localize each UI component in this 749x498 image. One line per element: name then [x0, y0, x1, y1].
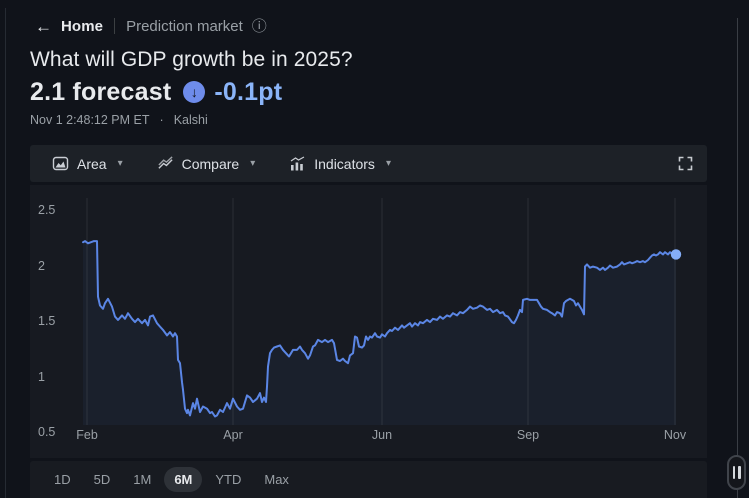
section-label: Prediction market	[126, 17, 243, 35]
panel-resize-handle[interactable]	[727, 455, 746, 490]
breadcrumb: ← Home Prediction market ⓘ	[35, 16, 267, 36]
chart-type-dropdown[interactable]: Area ▾	[52, 155, 123, 172]
range-button-max[interactable]: Max	[254, 467, 299, 492]
y-axis-tick-label: 0.5	[38, 425, 56, 439]
y-axis-tick-label: 1	[38, 369, 45, 384]
panel-divider	[737, 18, 738, 498]
forecast-value: 2.1 forecast	[30, 77, 172, 106]
window-left-border	[5, 8, 6, 498]
forecast-row: 2.1 forecast ↓ -0.1pt	[30, 77, 282, 107]
compare-dropdown[interactable]: Compare ▾	[157, 155, 256, 172]
range-button-1d[interactable]: 1D	[44, 467, 81, 492]
chevron-down-icon: ▾	[117, 157, 123, 169]
y-axis-tick-label: 2.5	[38, 203, 56, 217]
range-button-6m[interactable]: 6M	[164, 467, 203, 492]
x-axis-tick-label: Jun	[371, 428, 393, 442]
fullscreen-button[interactable]	[675, 154, 695, 174]
info-icon[interactable]: ⓘ	[251, 17, 267, 35]
range-button-1m[interactable]: 1M	[123, 467, 161, 492]
chevron-down-icon: ▾	[385, 157, 391, 169]
range-button-ytd[interactable]: YTD	[205, 467, 251, 492]
indicators-label: Indicators	[314, 155, 375, 172]
x-axis-tick-label: Feb	[76, 428, 98, 442]
latest-value-dot	[670, 249, 682, 260]
x-axis-tick-label: Sep	[516, 428, 540, 442]
compare-icon	[157, 155, 174, 172]
time-range-bar: 1D 5D 1M 6M YTD Max	[30, 461, 707, 498]
range-button-5d[interactable]: 5D	[84, 467, 121, 492]
source-label: Kalshi	[173, 113, 208, 127]
timestamp: Nov 1 2:48:12 PM ET	[30, 113, 150, 127]
y-axis-tick-label: 2	[38, 258, 45, 273]
chevron-down-icon: ▾	[250, 157, 256, 169]
indicators-dropdown[interactable]: Indicators ▾	[289, 155, 391, 172]
down-arrow-icon: ↓	[183, 81, 206, 103]
meta-separator: ·	[159, 113, 164, 127]
indicators-icon	[289, 155, 306, 172]
x-axis-tick-label: Nov	[663, 428, 687, 442]
back-arrow-icon[interactable]: ←	[35, 16, 52, 36]
resize-grip-bar	[738, 466, 741, 479]
x-axis-tick-label: Apr	[223, 428, 243, 442]
chart-type-label: Area	[77, 155, 107, 172]
chart-toolbar: Area ▾ Compare ▾ Indicators ▾	[30, 145, 707, 182]
compare-label: Compare	[181, 155, 240, 172]
area-chart-icon	[52, 155, 69, 172]
series-area-fill	[83, 241, 676, 425]
home-link[interactable]: Home	[61, 17, 104, 35]
y-axis-tick-label: 1.5	[38, 314, 56, 328]
series-line	[82, 240, 677, 418]
breadcrumb-divider	[114, 18, 116, 34]
quote-meta: Nov 1 2:48:12 PM ET · Kalshi	[30, 113, 208, 127]
resize-grip-bar	[732, 466, 735, 479]
chart-plot-area[interactable]: 2.5 2 1.5 1 0.5 Feb Apr Jun Sep Nov	[30, 185, 707, 458]
chart-svg	[82, 198, 682, 425]
page-title: What will GDP growth be in 2025?	[30, 48, 353, 71]
change-value: -0.1pt	[214, 77, 283, 106]
